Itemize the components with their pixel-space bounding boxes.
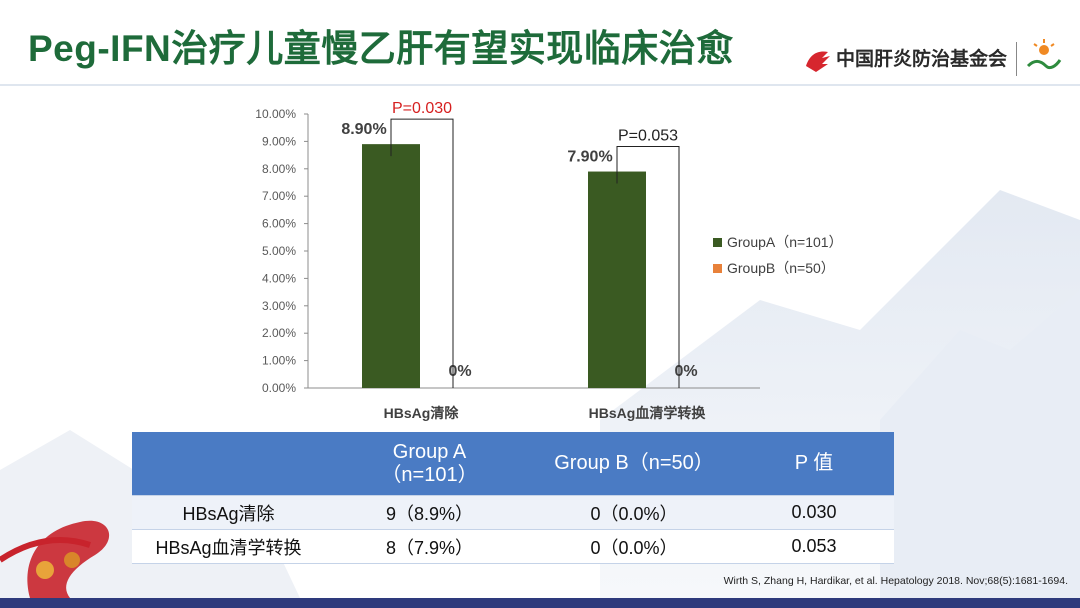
legend-swatch <box>713 264 722 273</box>
p-value-annotations: P=0.030 P=0.053 <box>390 100 680 388</box>
table-header-cell <box>132 432 325 496</box>
data-label: 7.90% <box>567 149 612 166</box>
y-tick-label: 8.00% <box>262 162 296 176</box>
p-value-label: P=0.053 <box>618 128 678 145</box>
legend: GroupA（n=101） GroupB（n=50） <box>713 234 843 276</box>
y-tick-label: 10.00% <box>255 107 296 121</box>
logo-divider <box>1016 42 1017 76</box>
table-cell: 0（0.0%） <box>534 495 734 530</box>
legend-label: GroupB（n=50） <box>727 260 835 276</box>
y-tick-label: 2.00% <box>262 326 296 340</box>
bar-groupA <box>362 144 420 388</box>
p-value-label: P=0.030 <box>392 100 452 117</box>
table-header-cell: P 值 <box>734 432 894 496</box>
header-divider <box>0 84 1080 86</box>
bar-groupA <box>588 171 646 388</box>
bar-chart: 0.00% 1.00% 2.00% 3.00% 4.00% 5.00% 6.00% 7.00%… <box>255 100 843 421</box>
table-header-cell: Group B（n=50） <box>534 432 734 496</box>
legend-label: GroupA（n=101） <box>727 234 843 250</box>
y-tick-label: 1.00% <box>262 354 296 368</box>
citation: Wirth S, Zhang H, Hardikar, et al. Hepat… <box>723 575 1068 587</box>
sun-logo-icon <box>1026 39 1062 70</box>
data-label: 0% <box>448 363 471 380</box>
y-tick-label: 0.00% <box>262 381 296 395</box>
y-axis: 0.00% 1.00% 2.00% 3.00% 4.00% 5.00% 6.00% 7.00%… <box>255 107 760 395</box>
table-cell: 0（0.0%） <box>534 529 734 564</box>
data-label: 8.90% <box>341 121 386 138</box>
table-cell: HBsAg血清学转换 <box>132 529 325 564</box>
table-header-cell: Group A （n=101） <box>325 432 534 496</box>
y-tick-label: 6.00% <box>262 217 296 231</box>
y-tick-label: 9.00% <box>262 134 296 148</box>
legend-swatch <box>713 238 722 247</box>
table-cell: 9（8.9%） <box>325 495 534 530</box>
y-tick-label: 3.00% <box>262 299 296 313</box>
table-header-text: （n=101） <box>381 463 478 486</box>
page-title: Peg-IFN治疗儿童慢乙肝有望实现临床治愈 <box>28 28 734 69</box>
x-category-label: HBsAg血清学转换 <box>589 405 707 421</box>
y-tick-label: 7.00% <box>262 189 296 203</box>
bars: 8.90% 0% 7.90% 0% <box>341 121 698 388</box>
table-row: HBsAg血清学转换 8（7.9%） 0（0.0%） 0.053 <box>132 529 894 564</box>
data-label: 0% <box>674 363 697 380</box>
foundation-logo: 中国肝炎防治基金会 <box>800 36 1070 80</box>
logo-text: 中国肝炎防治基金会 <box>836 48 1008 70</box>
x-category-label: HBsAg清除 <box>384 405 460 421</box>
x-axis-labels: HBsAg清除 HBsAg血清学转换 <box>384 405 707 421</box>
table-cell: 0.030 <box>734 495 894 530</box>
table-cell: 8（7.9%） <box>325 529 534 564</box>
p-value-bracket <box>616 146 680 388</box>
hands-logo-icon <box>806 51 830 72</box>
table-header-text: Group A <box>392 440 467 463</box>
table-row: HBsAg清除 9（8.9%） 0（0.0%） 0.030 <box>132 495 894 530</box>
p-value-bracket <box>390 118 454 388</box>
y-tick-label: 5.00% <box>262 244 296 258</box>
table-cell: HBsAg清除 <box>132 495 325 530</box>
results-table: Group A （n=101） Group B（n=50） P 值 HBsAg清除… <box>132 432 894 564</box>
table-cell: 0.053 <box>734 529 894 564</box>
footer-bar <box>0 598 1080 608</box>
table-header-row: Group A （n=101） Group B（n=50） P 值 <box>132 432 894 496</box>
y-tick-label: 4.00% <box>262 271 296 285</box>
